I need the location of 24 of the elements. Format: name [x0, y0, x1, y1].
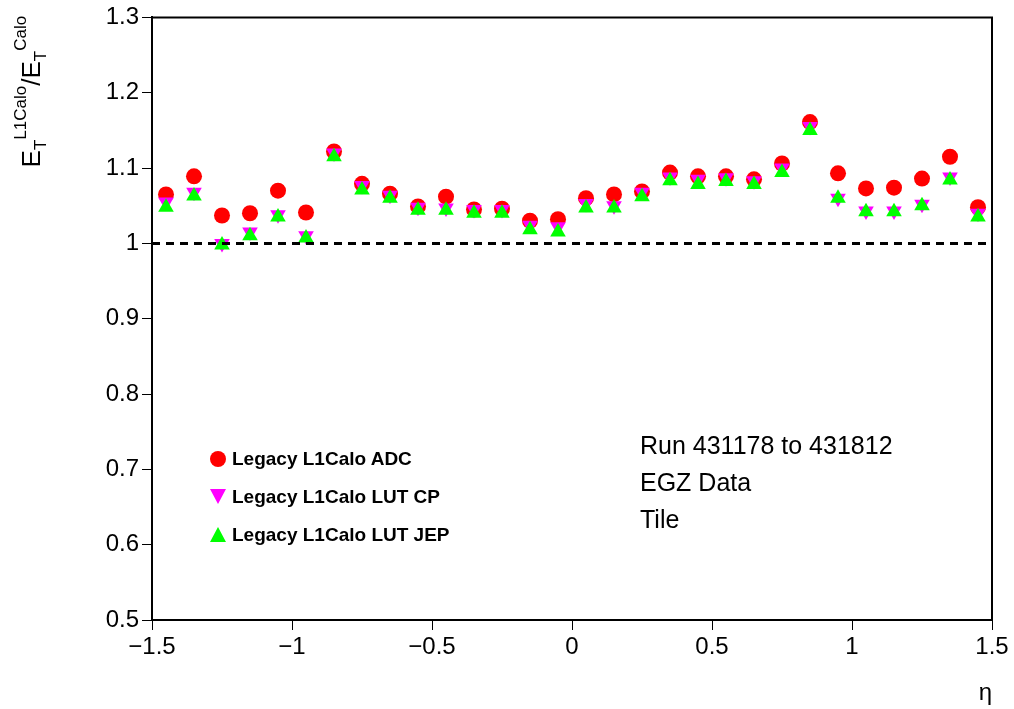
- y-tick-label: 1.2: [105, 77, 139, 105]
- y-tick-label: 0.6: [105, 529, 139, 557]
- x-tick-label: −1.5: [128, 632, 176, 660]
- legend-label: Legacy L1Calo LUT CP: [232, 486, 440, 508]
- y-tick-label: 0.9: [105, 303, 139, 331]
- x-tick-label: 0.5: [695, 632, 729, 660]
- y-tick-label: 1: [125, 228, 139, 255]
- y-tick-label: 0.7: [105, 453, 139, 481]
- annotation: Run 431178 to 431812: [640, 430, 893, 461]
- y-tick-label: 0.8: [105, 378, 139, 406]
- legend-label: Legacy L1Calo ADC: [232, 448, 412, 470]
- x-tick-label: 1: [845, 632, 859, 660]
- x-tick-label: −0.5: [408, 632, 456, 660]
- y-axis-title: ETL1Calo/ETCalo: [11, 15, 50, 168]
- annotation: EGZ Data: [640, 467, 753, 498]
- y-tick-label: 1.3: [105, 2, 139, 30]
- x-axis-title: η: [978, 677, 992, 705]
- x-tick-label: 1.5: [975, 632, 1009, 660]
- x-tick-label: 0: [565, 632, 579, 660]
- legend-label: Legacy L1Calo LUT JEP: [232, 524, 450, 546]
- annotation: Tile: [640, 504, 681, 535]
- x-tick-label: −1: [278, 632, 306, 660]
- y-tick-label: 0.5: [105, 604, 139, 632]
- y-tick-label: 1.1: [105, 152, 139, 180]
